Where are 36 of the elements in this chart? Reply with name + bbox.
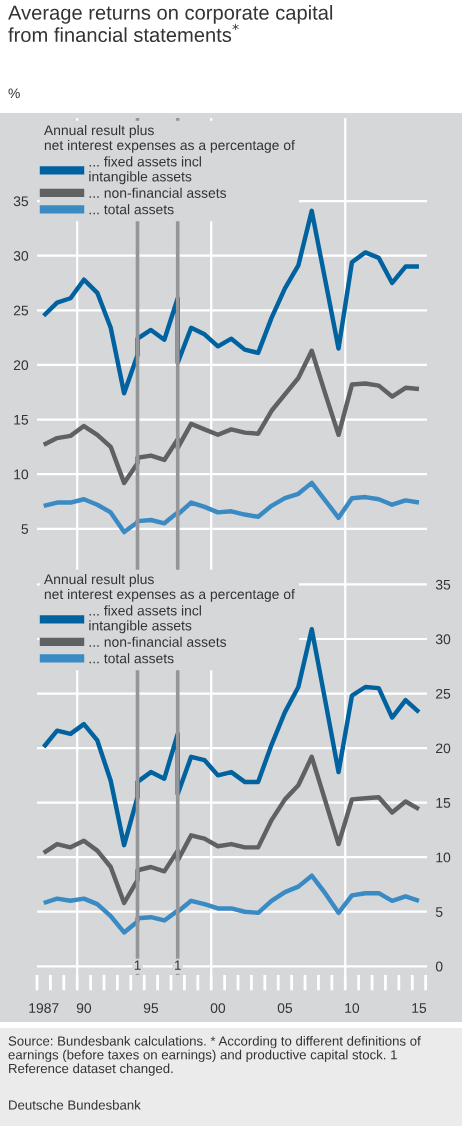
chart-title: Average returns on corporate capital from financial statements$^{*}$: [8, 5, 333, 43]
y-axis-title: %: [8, 88, 20, 99]
legend-label: ... non-financial assets: [89, 187, 227, 198]
y-tick-label: 20: [13, 360, 29, 371]
legend-label: ... total assets: [89, 653, 174, 664]
y-tick-label: 25: [436, 688, 451, 699]
y-tick-label: 35: [435, 579, 451, 590]
y-tick-label: 15: [436, 798, 451, 808]
y-tick-label: 10: [436, 852, 451, 863]
x-tick-label: 95: [143, 1003, 159, 1013]
x-tick-label: 15: [412, 1003, 427, 1013]
legend-title: Annual result plus net interest expenses as a percentage of: [43, 573, 295, 602]
y-tick-label: 30: [13, 250, 29, 261]
y-tick-label: 10: [14, 469, 29, 480]
legend-title: Annual result plus net interest expenses as a percentage of: [43, 124, 295, 153]
text: Deutsche Bundesbank: [9, 1100, 141, 1110]
annotation: 1: [134, 960, 141, 970]
x-tick-label: 00: [210, 1003, 226, 1013]
y-tick-label: 15: [14, 415, 29, 425]
legend-label: ... total assets: [89, 204, 174, 215]
y-tick-label: 5: [435, 907, 443, 917]
x-tick-label: 1987: [29, 1003, 59, 1013]
legend-label: ... fixed assets incl intangible assets: [89, 156, 201, 185]
x-tick-label: 10: [345, 1003, 360, 1013]
x-tick-label: 90: [76, 1003, 92, 1013]
y-tick-label: 25: [13, 305, 29, 316]
y-tick-label: 30: [435, 634, 451, 645]
y-tick-label: 0: [435, 961, 443, 972]
legend-label: ... fixed assets incl intangible assets: [89, 605, 201, 634]
legend-label: ... non-financial assets: [89, 636, 227, 647]
source-note: Source: Bundesbank calculations. * According to different definitions of earnings (before taxes on earnings) and productive capital stock. 1 Reference dataset changed.: [8, 1036, 421, 1076]
y-tick-label: 20: [436, 743, 451, 754]
x-tick-label: 05: [277, 1003, 293, 1013]
y-tick-label: 5: [21, 524, 29, 534]
y-tick-label: 35: [13, 196, 29, 207]
annotation: 1: [175, 960, 181, 970]
